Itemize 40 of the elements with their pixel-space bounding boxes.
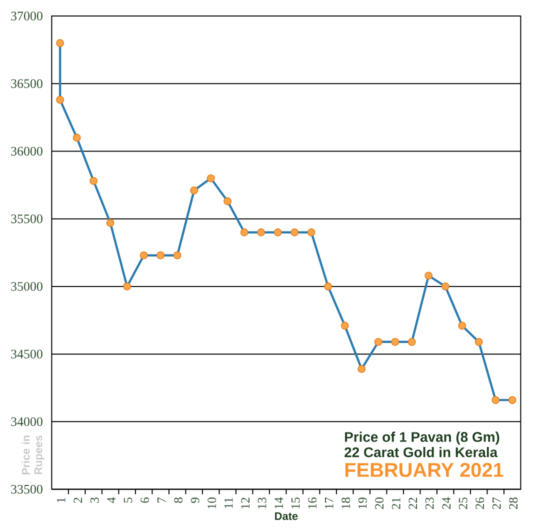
- x-tick-label: 28: [509, 498, 518, 509]
- x-tick-label: 11: [224, 498, 233, 508]
- x-tick-label: 2: [74, 498, 82, 503]
- x-tick-label: 7: [157, 497, 166, 502]
- y-tick-label: 37000: [11, 12, 42, 20]
- x-tick-label: 9: [190, 498, 200, 503]
- x-tick-label: 23: [425, 498, 434, 509]
- y-tick-label: 35000: [11, 282, 42, 291]
- y-tick-label: 36500: [11, 79, 42, 88]
- y-tick-label: 35500: [11, 214, 42, 224]
- x-tick-label: 3: [90, 498, 99, 503]
- y-tick-label: 36000: [11, 146, 42, 156]
- x-tick-label: 5: [124, 498, 132, 503]
- x-tick-label: 24: [442, 497, 450, 509]
- y-tick-label: 33500: [11, 484, 42, 494]
- x-tick-label: 21: [392, 498, 400, 509]
- x-tick-label: 1: [56, 498, 66, 502]
- annotation: FEBRUARY 2021: [345, 462, 504, 477]
- x-tick-label: 15: [291, 498, 300, 508]
- x-tick-label: 18: [342, 498, 350, 508]
- text: Price of 1 Pavan (8 Gm): [345, 432, 500, 445]
- x-tick-label: 16: [308, 497, 317, 508]
- x-tick-label: 14: [274, 497, 283, 508]
- x-tick-label: 12: [241, 498, 250, 508]
- x-tick-label: 8: [174, 498, 183, 503]
- x-tick-label: 27: [492, 497, 501, 509]
- x-tick-label: 4: [107, 497, 116, 504]
- x-tick-label: 25: [458, 498, 468, 509]
- x-tick-label: 20: [375, 498, 384, 509]
- x-axis-title: Date: [275, 512, 298, 520]
- x-tick-label: 22: [408, 498, 417, 509]
- x-tick-label: 6: [140, 497, 150, 503]
- x-tick-label: 19: [358, 498, 367, 508]
- x-tick-label: 26: [476, 497, 484, 509]
- x-tick-label: 10: [208, 498, 216, 508]
- y-tick-label: 34000: [11, 417, 42, 426]
- text: 22 Carat Gold in Kerala: [344, 446, 498, 458]
- x-tick-label: 17: [324, 497, 334, 508]
- x-tick-label: 13: [258, 498, 266, 508]
- y-tick-label: 34500: [11, 350, 42, 358]
